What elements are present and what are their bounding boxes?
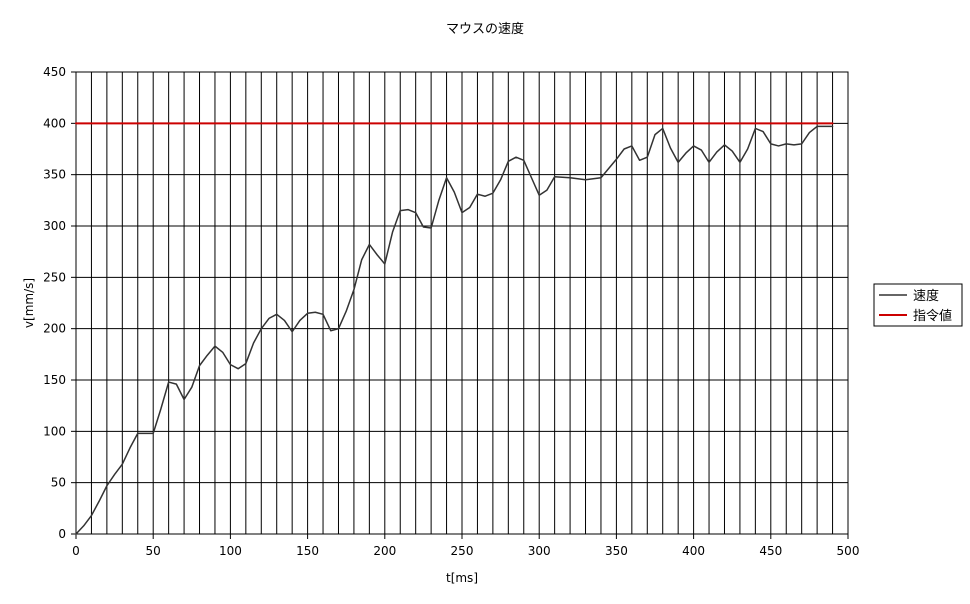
x-tick-label: 250 xyxy=(451,544,474,558)
chart-title: マウスの速度 xyxy=(446,21,524,37)
grid xyxy=(76,72,848,534)
legend-label-command: 指令値 xyxy=(913,308,952,324)
x-tick-label: 100 xyxy=(219,544,242,558)
x-axis: 0 50 100 150 200 250 300 350 400 450 500 xyxy=(72,534,859,558)
y-tick-label: 300 xyxy=(43,219,66,233)
x-tick-label: 150 xyxy=(296,544,319,558)
x-tick-label: 200 xyxy=(373,544,396,558)
series-layer xyxy=(75,122,834,535)
y-tick-label: 50 xyxy=(51,476,66,490)
x-tick-label: 400 xyxy=(682,544,705,558)
y-tick-label: 450 xyxy=(43,65,66,79)
legend-box xyxy=(873,283,963,327)
x-tick-label: 450 xyxy=(759,544,782,558)
x-axis-label: t[ms] xyxy=(446,571,478,585)
x-tick-label: 50 xyxy=(146,544,161,558)
legend: 速度 指令値 xyxy=(873,283,963,327)
y-tick-label: 350 xyxy=(43,168,66,182)
y-tick-label: 400 xyxy=(43,116,66,130)
x-tick-label: 0 xyxy=(72,544,80,558)
y-tick-label: 150 xyxy=(43,373,66,387)
y-tick-label: 250 xyxy=(43,270,66,284)
series-line-speed xyxy=(75,125,834,535)
x-tick-label: 500 xyxy=(837,544,860,558)
x-tick-label: 350 xyxy=(605,544,628,558)
y-tick-label: 100 xyxy=(43,424,66,438)
y-axis: 0 50 100 150 200 250 300 350 400 450 xyxy=(43,65,76,541)
y-tick-label: 0 xyxy=(58,527,66,541)
y-tick-label: 200 xyxy=(43,322,66,336)
x-tick-label: 300 xyxy=(528,544,551,558)
y-axis-label: v[mm/s] xyxy=(22,278,36,328)
legend-label-speed: 速度 xyxy=(913,288,939,304)
